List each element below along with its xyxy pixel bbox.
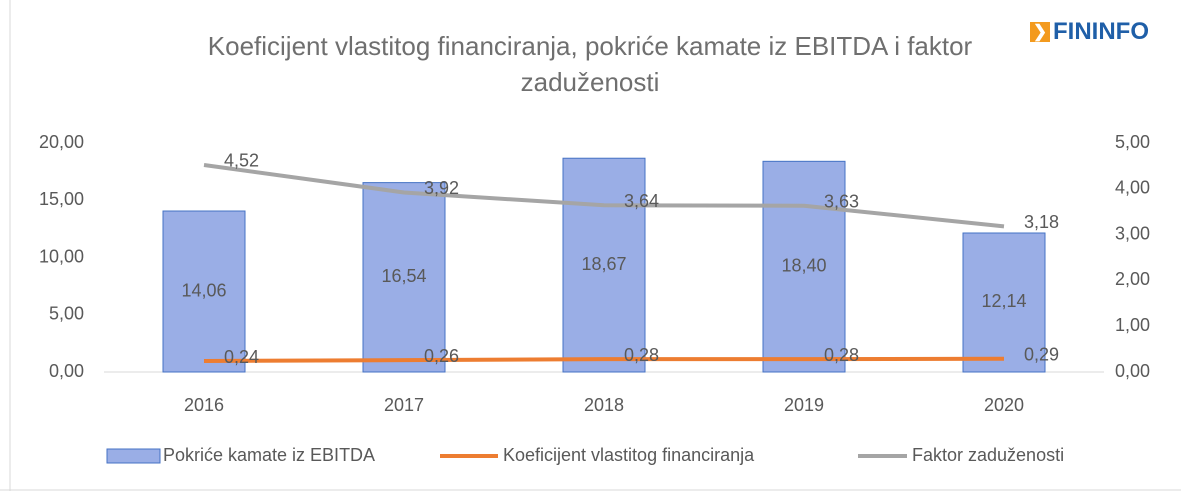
data-label: 0,26 [424,346,459,366]
line [203,356,1005,364]
y2-tick-label: 2,00 [1115,269,1150,289]
bar [162,210,246,373]
y-tick-label: 15,00 [39,189,84,209]
y2-tick-label: 3,00 [1115,223,1150,243]
data-label: 12,14 [981,291,1026,311]
x-tick-label: 2016 [184,395,224,415]
bar [962,232,1046,373]
y2-tick-label: 4,00 [1115,178,1150,198]
x-tick-label: 2017 [384,395,424,415]
legend-label: Faktor zaduženosti [912,445,1064,465]
data-label: 0,28 [624,345,659,365]
y-tick-label: 10,00 [39,246,84,266]
data-label: 3,63 [824,191,859,211]
data-label: 16,54 [381,266,426,286]
x-tick-label: 2020 [984,395,1024,415]
data-label: 3,18 [1024,212,1059,232]
data-label: 18,67 [581,254,626,274]
y-tick-label: 20,00 [39,132,84,152]
data-label: 0,24 [224,347,259,367]
data-label: 0,29 [1024,344,1059,364]
y-tick-label: 0,00 [49,361,84,381]
data-label: 18,40 [781,255,826,275]
y2-tick-label: 5,00 [1115,132,1150,152]
legend-swatch [106,448,161,464]
logo-text: FININFO [1053,18,1149,45]
y2-tick-label: 1,00 [1115,315,1150,335]
x-tick-label: 2019 [784,395,824,415]
data-label: 4,52 [224,151,259,171]
logo-icon: ❯ [1030,22,1050,42]
data-label: 3,92 [424,178,459,198]
logo: ❯ FININFO [1030,18,1149,46]
line [203,163,1005,229]
legend-label: Koeficijent vlastitog financiranja [503,445,755,465]
legend-label: Pokriće kamate iz EBITDA [163,445,375,465]
y-tick-label: 5,00 [49,304,84,324]
bar [762,160,846,373]
chart-title: Koeficijent vlastitog financiranja, pokr… [207,31,973,97]
data-label: 14,06 [181,280,226,300]
y2-tick-label: 0,00 [1115,361,1150,381]
data-label: 3,64 [624,191,659,211]
x-tick-label: 2018 [584,395,624,415]
data-label: 0,28 [824,345,859,365]
bar [562,157,646,373]
bar [362,182,446,373]
